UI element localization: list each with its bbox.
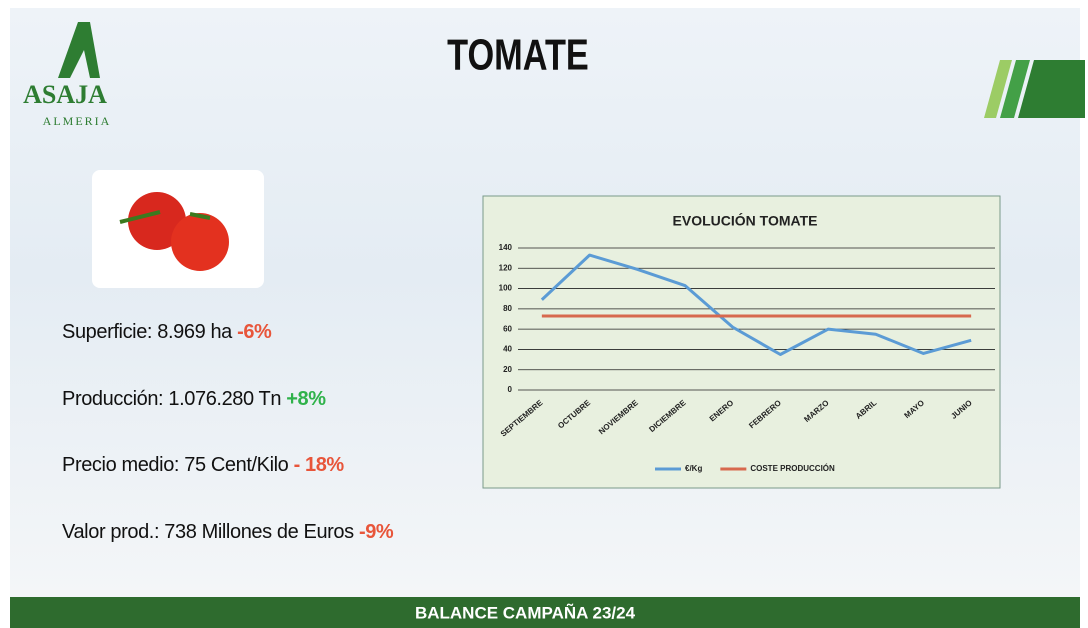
y-tick-label: 100: [499, 284, 513, 293]
stat: Valor prod.: 738 Millones de Euros -9%: [62, 521, 394, 543]
page: {"header": {"title": "TOMATE", "logo": {…: [0, 0, 1088, 628]
stat-label: Superficie: 8.969 ha: [62, 321, 233, 343]
chart-frame: [483, 196, 1000, 488]
logo-region: ALMERIA: [43, 114, 112, 128]
legend-label: COSTE PRODUCCIÓN: [750, 464, 835, 473]
stat-label: Precio medio: 75 Cent/Kilo: [62, 454, 289, 476]
stat: Producción: 1.076.280 Tn +8%: [62, 388, 326, 410]
stat-label: Producción: 1.076.280 Tn: [62, 388, 281, 410]
y-tick-label: 80: [503, 304, 512, 313]
footer: BALANCE CAMPAÑA 23/24: [415, 602, 636, 622]
stat-change: -9%: [359, 521, 394, 543]
y-tick-label: 140: [499, 243, 513, 252]
stat: Superficie: 8.969 ha -6%: [62, 321, 272, 343]
y-tick-label: 120: [499, 263, 513, 272]
chart-title: EVOLUCIÓN TOMATE: [673, 212, 818, 229]
tomato: [171, 213, 229, 271]
tomato-image: [92, 170, 264, 288]
stat-change: +8%: [286, 388, 326, 410]
y-tick-label: 40: [503, 345, 512, 354]
logo-name: ASAJA: [23, 80, 107, 109]
stat: Precio medio: 75 Cent/Kilo - 18%: [62, 454, 344, 476]
y-tick-label: 20: [503, 365, 512, 374]
y-tick-label: 60: [503, 324, 512, 333]
y-tick-label: 0: [508, 385, 513, 394]
slide: ASAJA ALMERIA TOMATE Superficie: 8.969 h…: [0, 0, 1088, 628]
legend-label: €/Kg: [685, 464, 702, 473]
stat-label: Valor prod.: 738 Millones de Euros: [62, 521, 354, 543]
slide-title: TOMATE: [447, 31, 589, 80]
stat-change: -6%: [237, 321, 272, 343]
stat-change: - 18%: [294, 454, 345, 476]
